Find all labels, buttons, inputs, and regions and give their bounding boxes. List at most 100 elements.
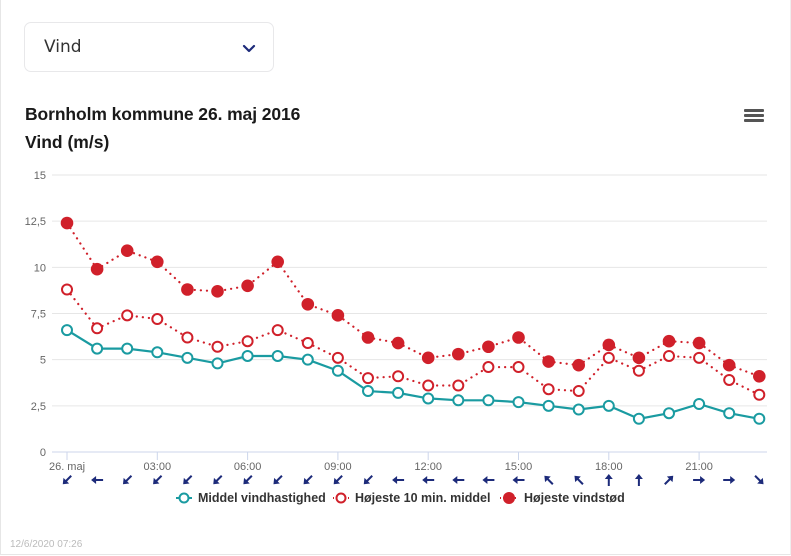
wind-arrow-icon [243,475,253,485]
chart-title: Bornholm kommune 26. maj 2016 [25,104,301,124]
open-circle-marker-icon [176,492,192,504]
data-point [692,336,706,350]
y-axis-labels: 0 2,5 5 7,5 10 12,5 15 [25,170,46,459]
data-point [241,335,254,348]
wind-arrow-icon [452,476,465,484]
series-line [65,221,761,378]
x-tick-label: 12:00 [414,461,442,473]
data-point [602,338,616,352]
data-point [241,349,254,362]
series-0 [61,324,766,425]
wind-arrow-icon [213,475,223,485]
data-point [602,351,615,364]
wind-direction-row [62,474,764,486]
data-point [512,361,525,374]
wind-arrow-icon [122,475,133,485]
data-point [271,324,284,337]
data-point [151,313,164,326]
legend-item-max10[interactable]: Højeste 10 min. middel [333,489,490,507]
data-point [271,349,284,362]
data-point [120,244,134,258]
gridlines [52,174,767,407]
data-point [512,396,525,409]
data-point [211,285,224,298]
legend-item-mean[interactable]: Middel vindhastighed [176,489,326,507]
wind-arrow-icon [91,476,104,484]
data-point [301,353,314,366]
data-point [392,370,405,383]
data-point [331,309,345,322]
data-point [662,334,676,348]
data-point [90,262,104,276]
series-layer [60,216,766,425]
wind-arrow-icon [512,476,525,484]
open-circle-marker-icon [333,492,349,504]
data-point [421,351,435,365]
data-point [331,351,344,364]
series-1 [61,283,766,401]
data-point [452,347,465,361]
x-tick-label: 26. maj [49,461,85,473]
timestamp: 12/6/2020 07:26 [10,539,83,550]
wind-arrow-icon [634,474,643,486]
data-point [181,331,194,344]
data-point [181,351,194,364]
wind-arrow-icon [363,475,373,485]
chart-subtitle: Vind (m/s) [25,132,110,152]
data-point [211,340,224,353]
data-point [753,388,766,401]
data-point [693,397,706,410]
data-point [632,412,645,425]
parameter-dropdown[interactable]: Vind [24,22,274,72]
data-point [61,283,73,296]
data-point [271,255,285,269]
y-tick-label: 2,5 [31,401,46,413]
x-tick-label: 06:00 [234,461,262,473]
wind-arrow-icon [392,476,405,484]
data-point [512,331,525,344]
legend-label: Højeste vindstød [524,491,625,505]
wind-arrow-icon [754,475,764,485]
series-2 [60,216,766,383]
data-point [542,399,555,412]
data-point [482,361,495,374]
wind-arrow-icon [183,475,193,485]
data-point [452,379,465,392]
x-tick-label: 18:00 [595,461,623,473]
data-point [301,297,315,311]
data-point [422,392,435,405]
hamburger-menu-icon[interactable] [744,109,764,125]
wind-chart: 0 2,5 5 7,5 10 12,5 15 26. maj 03:00 06:00 09:00 1… [25,170,767,486]
y-tick-label: 0 [40,447,46,459]
wind-arrow-icon [723,476,736,484]
legend-item-gust[interactable]: Højeste vindstød [500,489,625,507]
data-point [723,407,736,420]
data-point [362,385,374,398]
dropdown-selected-value: Vind [44,37,82,57]
data-point [181,283,194,296]
x-tick-label: 09:00 [324,461,352,473]
series-line [65,288,761,396]
data-point [211,357,224,370]
x-axis: 26. maj 03:00 06:00 09:00 12:00 15:00 18:00 21:… [49,451,767,473]
wind-arrow-icon [664,475,674,485]
data-point [151,346,164,359]
data-point [572,358,585,372]
data-point [632,351,646,365]
data-point [542,355,555,368]
data-point [542,383,555,396]
wind-arrow-icon [62,475,72,485]
data-point [663,349,675,362]
menu-bar [744,119,764,122]
data-point [422,379,435,392]
data-point [753,412,766,425]
data-point [60,216,74,230]
data-point [91,342,104,355]
data-point [151,255,164,269]
wind-arrow-icon [153,475,163,485]
data-point [753,369,766,383]
data-point [723,373,736,386]
wind-arrow-icon [482,476,495,484]
data-point [331,364,344,377]
y-tick-label: 15 [34,170,46,182]
